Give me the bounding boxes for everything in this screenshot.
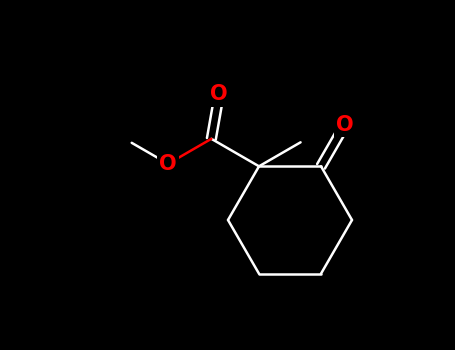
Text: O: O	[210, 84, 228, 105]
Text: O: O	[336, 115, 354, 135]
Text: O: O	[159, 154, 177, 174]
